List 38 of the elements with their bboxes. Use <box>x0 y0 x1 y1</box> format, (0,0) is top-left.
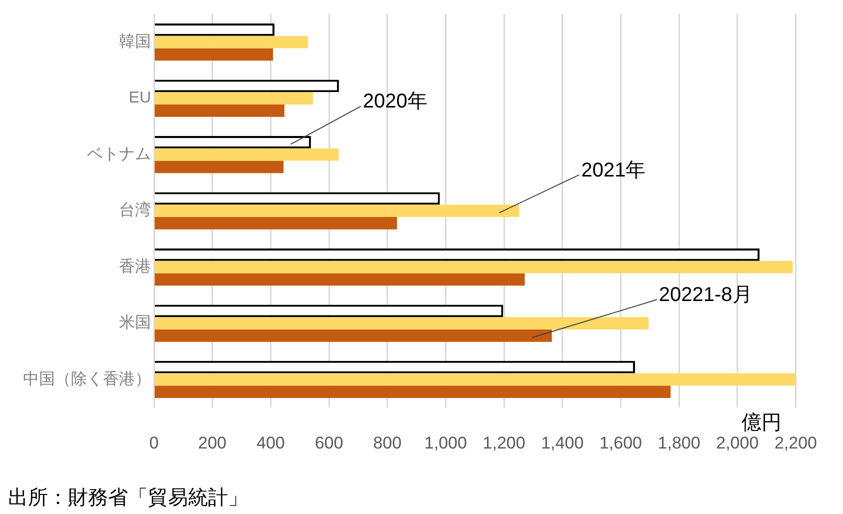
y-tick-label: ベトナム <box>87 146 151 163</box>
y-tick-label: EU <box>128 90 151 107</box>
bar <box>154 216 397 230</box>
bar <box>154 160 284 174</box>
x-tick-label: 2,000 <box>716 433 759 452</box>
y-tick-label: 香港 <box>119 257 151 276</box>
bar <box>154 373 796 386</box>
bar <box>154 329 552 342</box>
bar <box>154 204 520 217</box>
x-tick-label: 2,200 <box>774 433 818 452</box>
x-tick-label: 400 <box>256 433 285 452</box>
x-axis-title: 億円 <box>742 412 782 434</box>
x-tick-label: 200 <box>198 433 227 452</box>
series-label: 2020年 <box>362 90 428 113</box>
y-tick-label: 中国（除く香港） <box>23 370 151 388</box>
bar <box>154 273 525 286</box>
bar <box>154 260 793 274</box>
bar <box>154 92 313 105</box>
x-tick-label: 1,000 <box>424 433 467 452</box>
bar <box>154 148 339 161</box>
y-tick-label: 韓国 <box>119 32 151 51</box>
bar <box>154 386 671 398</box>
bar <box>154 36 308 48</box>
bar <box>154 317 649 330</box>
text: 2021年 <box>581 159 646 182</box>
x-tick-label: 1,800 <box>658 433 700 452</box>
bar <box>154 48 274 61</box>
text: 20221-8月 <box>658 284 752 306</box>
x-tick-label: 1,400 <box>541 433 584 452</box>
text: 出所：財務省「貿易統計」 <box>8 486 248 511</box>
x-tick-label: 800 <box>373 433 402 452</box>
bar <box>154 104 284 117</box>
y-tick-label: 台湾 <box>119 201 151 220</box>
x-tick-label: 600 <box>314 433 344 452</box>
y-tick-label: 米国 <box>119 314 151 332</box>
x-tick-label: 0 <box>149 433 159 452</box>
x-tick-label: 1,600 <box>599 433 642 452</box>
x-tick-label: 1,200 <box>482 433 526 452</box>
